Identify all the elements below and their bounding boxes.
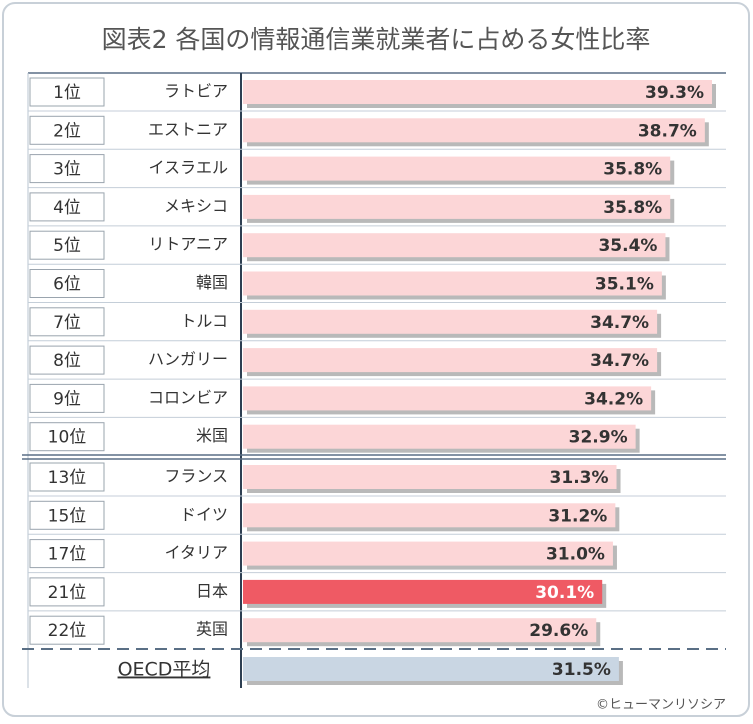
rank-box — [29, 462, 105, 492]
rank-label: 5位 — [53, 236, 81, 256]
value-label: 35.4% — [598, 236, 657, 256]
source: ©ヒューマンリソシア — [596, 698, 726, 713]
value-label: 31.5% — [552, 660, 611, 680]
rank-label: 17位 — [48, 545, 87, 565]
category-label: フランス — [164, 467, 228, 486]
category-label: イスラエル — [148, 158, 228, 177]
category-label: ハンガリー — [148, 350, 228, 369]
bar — [243, 156, 671, 181]
rank-box — [29, 115, 105, 145]
category-label: ドイツ — [180, 505, 228, 524]
category-label: イタリア — [165, 543, 228, 562]
rank-label: 15位 — [48, 506, 87, 526]
category-label: コロンビア — [148, 388, 228, 407]
value-label: 35.8% — [603, 160, 662, 180]
value-label: 31.2% — [548, 506, 607, 526]
category-label: 日本 — [196, 581, 228, 600]
bar — [243, 503, 616, 528]
category-label: 米国 — [196, 426, 228, 445]
category-label: メキシコ — [164, 196, 228, 215]
rank-box — [29, 77, 105, 107]
chart-title: 図表2 各国の情報通信業就業者に占める女性比率 — [102, 25, 651, 54]
value-label: 35.1% — [595, 275, 654, 295]
rank-box — [29, 383, 105, 413]
bar — [243, 118, 705, 143]
value-label: 32.9% — [569, 428, 628, 448]
rank-box — [29, 154, 105, 184]
value-label: 34.2% — [584, 389, 643, 409]
value-label: 29.6% — [529, 621, 588, 641]
value-label: 34.7% — [590, 351, 649, 371]
bar — [243, 541, 613, 566]
rank-box — [29, 345, 105, 375]
rank-label: 10位 — [48, 428, 87, 448]
rank-label: 21位 — [48, 583, 87, 603]
rank-label: 22位 — [48, 621, 87, 641]
bar — [243, 579, 603, 604]
value-label: 31.0% — [546, 545, 605, 565]
category-label: トルコ — [180, 311, 228, 330]
category-label: エストニア — [148, 120, 228, 139]
rank-box — [29, 230, 105, 260]
rank-box — [29, 577, 105, 607]
rank-label: 7位 — [53, 313, 81, 333]
rank-label: 2位 — [53, 121, 81, 141]
category-label: ラトビア — [164, 82, 228, 101]
value-label: 38.7% — [638, 121, 697, 141]
rank-box — [29, 615, 105, 645]
bar — [243, 194, 671, 219]
value-label: 34.7% — [590, 313, 649, 333]
bar — [243, 80, 712, 104]
rank-label: 13位 — [48, 468, 87, 488]
rank-label: 8位 — [53, 351, 81, 371]
value-label: 39.3% — [645, 83, 704, 103]
rank-box — [29, 269, 105, 298]
bar — [243, 271, 662, 296]
bar — [243, 233, 666, 258]
category-label: リトアニア — [148, 235, 228, 254]
category-label: OECD平均 — [118, 659, 211, 681]
rank-label: 3位 — [53, 160, 81, 180]
value-label: 35.8% — [603, 198, 662, 218]
bar — [243, 424, 636, 449]
bar — [243, 348, 658, 373]
category-label: 韓国 — [196, 273, 228, 292]
value-label: 30.1% — [535, 583, 594, 603]
value-label: 31.3% — [550, 468, 609, 488]
rank-box — [29, 422, 105, 452]
rank-box — [29, 307, 105, 337]
rank-box — [29, 500, 105, 530]
bar — [243, 386, 652, 411]
bar — [243, 309, 658, 334]
rank-label: 6位 — [53, 275, 81, 295]
rank-label: 4位 — [53, 198, 81, 218]
bar — [243, 618, 597, 643]
rank-box — [29, 539, 105, 569]
category-label: 英国 — [196, 620, 228, 639]
rank-label: 1位 — [53, 83, 81, 103]
bar — [243, 465, 617, 489]
rank-box — [29, 192, 105, 222]
bar — [243, 657, 619, 681]
rank-label: 9位 — [53, 389, 81, 409]
